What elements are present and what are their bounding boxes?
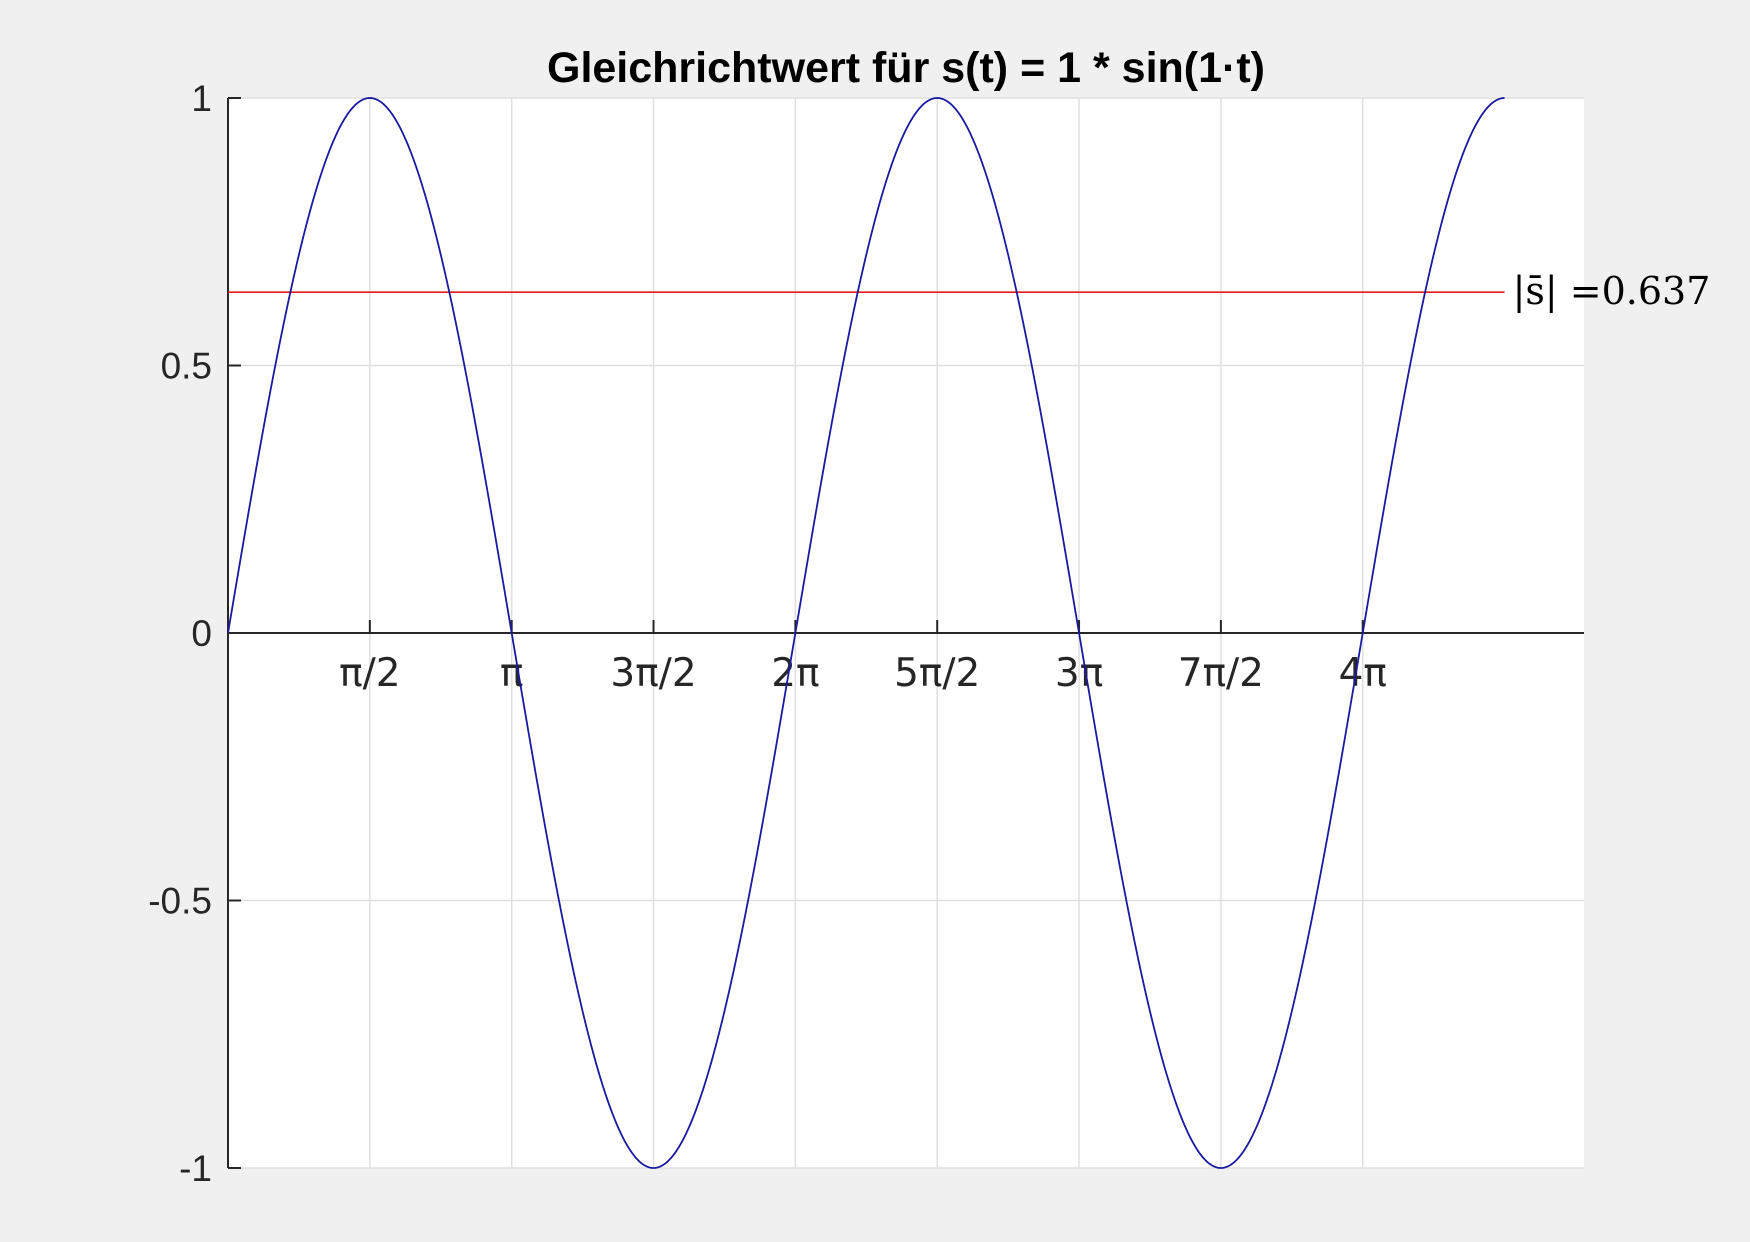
- x-tick-label: 4π: [1339, 651, 1387, 696]
- x-tick-label: 2π: [771, 651, 819, 696]
- x-tick-label: π: [500, 651, 523, 696]
- tick-labels: 1 0.5 0 -0.5 -1 π/2 π 3π/2 2π 5π/2 3π 7π/2 4π: [148, 78, 1387, 1189]
- x-tick-label: 3π: [1055, 651, 1103, 696]
- y-tick-label: -0.5: [148, 881, 212, 922]
- y-tick-label: 0.5: [161, 346, 212, 387]
- x-tick-label: π/2: [339, 651, 400, 696]
- mean-rectified-label: |s̄| =0.637: [1513, 269, 1711, 313]
- y-tick-label: -1: [179, 1148, 212, 1189]
- x-tick-label: 7π/2: [1178, 651, 1264, 696]
- y-tick-label: 0: [191, 613, 212, 654]
- x-tick-label: 5π/2: [894, 651, 980, 696]
- tick-marks: [228, 97, 1364, 1169]
- sine-series-line: [227, 97, 1505, 1169]
- x-tick-label: 3π/2: [610, 651, 696, 696]
- chart-title: Gleichrichtwert für s(t) = 1 * sin(1·t): [547, 44, 1265, 92]
- y-tick-label: 1: [191, 78, 212, 119]
